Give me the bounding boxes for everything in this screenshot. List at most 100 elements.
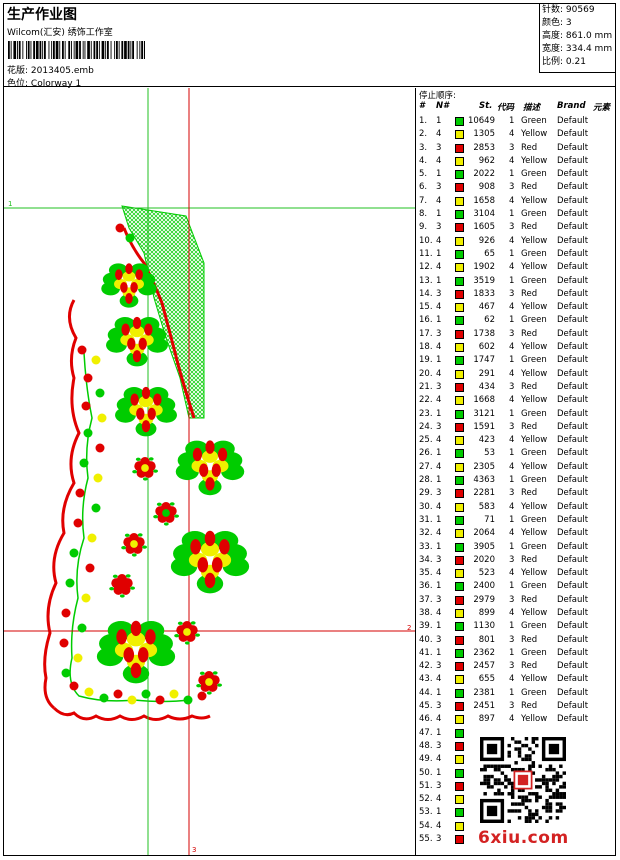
row-desc: Yellow — [521, 368, 548, 379]
row-desc: Red — [521, 661, 538, 672]
row-code: 4 — [509, 568, 515, 579]
sheet-frame — [3, 3, 616, 856]
row-desc: Green — [521, 169, 547, 180]
row-index: 54. — [419, 820, 433, 831]
row-desc: Green — [521, 315, 547, 326]
row-index: 15. — [419, 302, 433, 313]
table-row: 28. 1 4363 1 Green Default — [417, 474, 616, 487]
row-stitches: 583 — [478, 501, 495, 512]
table-row: 11. 1 65 1 Green Default — [417, 248, 616, 261]
stitch-dot — [91, 503, 101, 513]
table-row: 18. 4 602 4 Yellow Default — [417, 341, 616, 354]
row-code: 4 — [509, 195, 515, 206]
row-index: 48. — [419, 740, 433, 751]
row-needle: 4 — [436, 342, 442, 353]
row-needle: 3 — [436, 834, 442, 845]
row-needle: 3 — [436, 421, 442, 432]
table-row: 46. 4 897 4 Yellow Default — [417, 713, 616, 726]
row-desc: Red — [521, 701, 538, 712]
row-code: 1 — [509, 116, 515, 126]
row-code: 1 — [509, 621, 515, 632]
table-row: 10. 4 926 4 Yellow Default — [417, 235, 616, 248]
color-swatch — [455, 648, 464, 658]
color-swatch — [455, 715, 464, 725]
stitch-dot — [79, 458, 89, 468]
row-stitches: 3121 — [473, 408, 495, 419]
row-brand: Default — [557, 687, 589, 698]
row-needle: 4 — [436, 714, 442, 725]
row-desc: Yellow — [521, 342, 548, 353]
row-stitches: 899 — [478, 607, 495, 618]
row-brand: Default — [557, 275, 589, 286]
table-row: 49. 4 — [417, 753, 616, 766]
row-index: 28. — [419, 475, 433, 486]
row-desc: Yellow — [521, 461, 548, 472]
row-stitches: 1902 — [473, 262, 495, 273]
color-swatch — [455, 303, 464, 313]
row-desc: Green — [521, 116, 547, 126]
row-stitches: 291 — [478, 368, 495, 379]
row-index: 10. — [419, 235, 433, 246]
row-needle: 3 — [436, 288, 442, 299]
row-brand: Default — [557, 248, 589, 259]
qr-code — [480, 737, 566, 823]
color-swatch — [455, 462, 464, 472]
row-brand: Default — [557, 435, 589, 446]
row-brand: Default — [557, 169, 589, 180]
row-index: 39. — [419, 621, 433, 632]
right-marker: 2 — [407, 624, 411, 632]
row-desc: Yellow — [521, 129, 548, 140]
row-stitches: 655 — [478, 674, 495, 685]
row-brand: Default — [557, 714, 589, 725]
row-code: 1 — [509, 448, 515, 459]
design-value: 2013405.emb — [30, 66, 94, 76]
table-row: 1. 1 10649 1 Green Default — [417, 115, 616, 128]
table-row: 12. 4 1902 4 Yellow Default — [417, 261, 616, 274]
row-brand: Default — [557, 155, 589, 166]
color-swatch — [455, 688, 464, 698]
border-dots — [59, 223, 207, 705]
table-row: 43. 4 655 4 Yellow Default — [417, 673, 616, 686]
row-index: 35. — [419, 568, 433, 579]
stitch-dot — [87, 533, 97, 543]
row-index: 9. — [419, 222, 428, 233]
row-brand: Default — [557, 475, 589, 486]
row-stitches: 2451 — [473, 701, 495, 712]
row-needle: 1 — [436, 687, 442, 698]
row-index: 18. — [419, 342, 433, 353]
row-index: 27. — [419, 461, 433, 472]
color-swatch — [455, 529, 464, 539]
table-row: 25. 4 423 4 Yellow Default — [417, 434, 616, 447]
row-needle: 3 — [436, 182, 442, 193]
table-row: 14. 3 1833 3 Red Default — [417, 288, 616, 301]
row-needle: 4 — [436, 235, 442, 246]
row-needle: 1 — [436, 275, 442, 286]
table-row: 32. 4 2064 4 Yellow Default — [417, 527, 616, 540]
stitch-dot — [81, 593, 91, 603]
flower-large — [175, 440, 245, 496]
color-swatch — [455, 542, 464, 552]
table-row: 41. 1 2362 1 Green Default — [417, 647, 616, 660]
stitch-dot — [155, 695, 165, 705]
row-index: 25. — [419, 435, 433, 446]
table-row: 38. 4 899 4 Yellow Default — [417, 607, 616, 620]
row-stitches: 71 — [484, 514, 495, 525]
row-brand: Default — [557, 421, 589, 432]
color-swatch — [455, 196, 464, 206]
row-stitches: 1591 — [473, 421, 495, 432]
row-desc: Red — [521, 328, 538, 339]
stitch-dot — [73, 653, 83, 663]
color-swatch — [455, 263, 464, 273]
row-brand: Default — [557, 634, 589, 645]
flower-small — [109, 574, 135, 598]
color-swatch — [455, 635, 464, 645]
row-stitches: 602 — [478, 342, 495, 353]
row-code: 1 — [509, 209, 515, 220]
row-needle: 3 — [436, 594, 442, 605]
row-stitches: 801 — [478, 634, 495, 645]
stitch-dot — [127, 695, 137, 705]
row-code: 1 — [509, 408, 515, 419]
row-code: 3 — [509, 594, 515, 605]
row-index: 17. — [419, 328, 433, 339]
row-index: 40. — [419, 634, 433, 645]
